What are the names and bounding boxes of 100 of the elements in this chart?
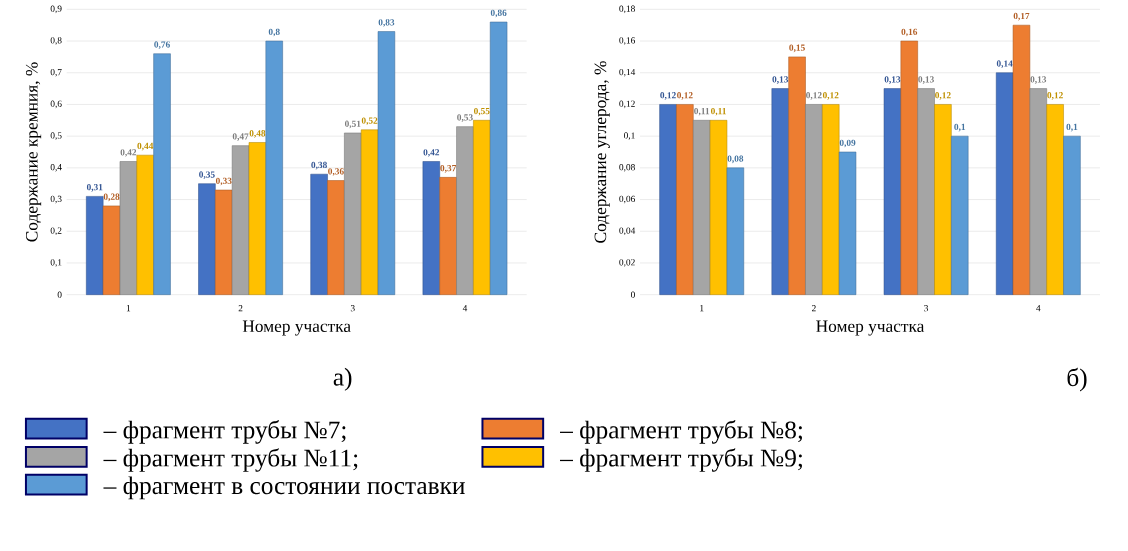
bar — [805, 104, 823, 296]
data-label: 0,76 — [154, 41, 170, 50]
bar — [231, 145, 250, 296]
data-label: 0,12 — [822, 92, 839, 100]
bar — [676, 104, 694, 296]
data-label: 0,12 — [806, 92, 822, 100]
y-tick-label: 0,8 — [50, 37, 62, 46]
data-label: 0,17 — [1013, 12, 1030, 21]
data-label: 0,13 — [918, 76, 934, 85]
data-label: 0,36 — [328, 168, 344, 176]
y-axis-title: Содержание кремния, % — [25, 62, 42, 242]
y-tick-label: 0 — [630, 291, 635, 298]
bar — [1029, 88, 1047, 296]
data-label: 0,1 — [1066, 123, 1078, 132]
bar — [265, 40, 283, 296]
x-tick-label: 1 — [126, 305, 131, 312]
data-label: 0,15 — [789, 44, 805, 53]
data-label: 0,35 — [199, 171, 215, 180]
x-tick-label: 2 — [238, 305, 243, 312]
bar — [951, 136, 969, 296]
y-tick-label: 0,18 — [619, 5, 635, 14]
y-tick-label: 0,9 — [50, 5, 62, 14]
bar — [153, 53, 171, 296]
data-label: 0,31 — [86, 184, 103, 192]
y-tick-label: 0 — [57, 291, 62, 298]
bar — [934, 104, 952, 296]
bar — [1063, 136, 1081, 296]
x-tick-label: 4 — [462, 305, 468, 312]
data-label: 0,37 — [440, 165, 457, 173]
bar — [198, 183, 216, 296]
legend-label: – фрагмент трубы №9; — [559, 448, 802, 472]
data-label: 0,12 — [677, 92, 693, 100]
y-tick-label: 0,7 — [50, 69, 62, 77]
data-label: 0,08 — [727, 155, 744, 164]
data-label: 0,52 — [361, 117, 378, 126]
legend-label: – фрагмент трубы №7; — [103, 420, 346, 444]
data-label: 0,47 — [232, 133, 249, 142]
data-label: 0,13 — [1030, 76, 1047, 85]
data-label: 0,33 — [215, 177, 232, 186]
bar — [788, 56, 806, 296]
data-label: 0,48 — [249, 130, 266, 138]
y-tick-label: 0,1 — [623, 132, 635, 141]
data-label: 0,14 — [996, 60, 1013, 69]
data-label: 0,12 — [1047, 92, 1063, 100]
y-tick-label: 0,1 — [50, 259, 62, 267]
data-label: 0,12 — [660, 92, 676, 100]
data-label: 0,38 — [311, 162, 327, 170]
data-label: 0,11 — [710, 108, 726, 116]
y-tick-label: 0,02 — [619, 259, 635, 267]
bar — [1012, 25, 1031, 296]
bar — [422, 161, 440, 296]
data-label: 0,16 — [901, 28, 918, 37]
bar — [473, 120, 491, 296]
bar — [136, 155, 154, 296]
bar — [659, 104, 677, 296]
bar — [726, 167, 745, 296]
y-tick-label: 0,2 — [50, 227, 62, 236]
bar — [995, 72, 1014, 296]
bar — [900, 40, 918, 296]
legend-label: – фрагмент трубы №11; — [103, 448, 358, 472]
bar — [344, 132, 362, 296]
legend-label: – фрагмент трубы №8; — [559, 420, 802, 444]
x-axis-title: Номер участка — [816, 320, 925, 336]
bar — [489, 21, 508, 296]
x-tick-label: 2 — [811, 305, 816, 312]
bar — [215, 189, 233, 296]
x-axis-title: Номер участка — [242, 320, 351, 336]
data-label: 0,12 — [935, 92, 951, 100]
y-axis-title: Содержание углерода, % — [594, 61, 610, 243]
y-tick-label: 0,16 — [619, 37, 636, 46]
bar — [1046, 104, 1064, 296]
y-tick-label: 0,3 — [50, 195, 62, 204]
y-tick-label: 0,06 — [619, 195, 636, 204]
bar — [248, 142, 267, 296]
data-label: 0,13 — [772, 76, 789, 85]
text: а) — [333, 368, 352, 391]
data-label: 0,44 — [137, 142, 154, 151]
data-label: 0,53 — [457, 114, 473, 123]
bar — [377, 31, 396, 296]
text: б) — [1067, 368, 1087, 392]
data-label: 0,55 — [473, 108, 490, 116]
data-label: 0,1 — [954, 123, 966, 132]
bar — [917, 88, 935, 296]
bar — [771, 88, 789, 296]
bar — [327, 180, 345, 296]
bar — [822, 104, 840, 296]
x-tick-label: 3 — [350, 305, 355, 312]
y-tick-label: 0,4 — [50, 164, 62, 172]
y-tick-label: 0,12 — [619, 100, 635, 109]
data-label: 0,13 — [884, 76, 901, 85]
x-tick-label: 4 — [1036, 305, 1041, 312]
bar — [693, 120, 711, 296]
data-label: 0,8 — [268, 28, 280, 37]
y-tick-label: 0,14 — [619, 69, 636, 77]
y-tick-label: 0,04 — [619, 227, 636, 236]
data-label: 0,11 — [694, 108, 710, 116]
y-tick-label: 0,6 — [50, 100, 62, 109]
bar — [360, 129, 379, 296]
x-tick-label: 1 — [700, 305, 704, 312]
bar — [709, 120, 728, 296]
